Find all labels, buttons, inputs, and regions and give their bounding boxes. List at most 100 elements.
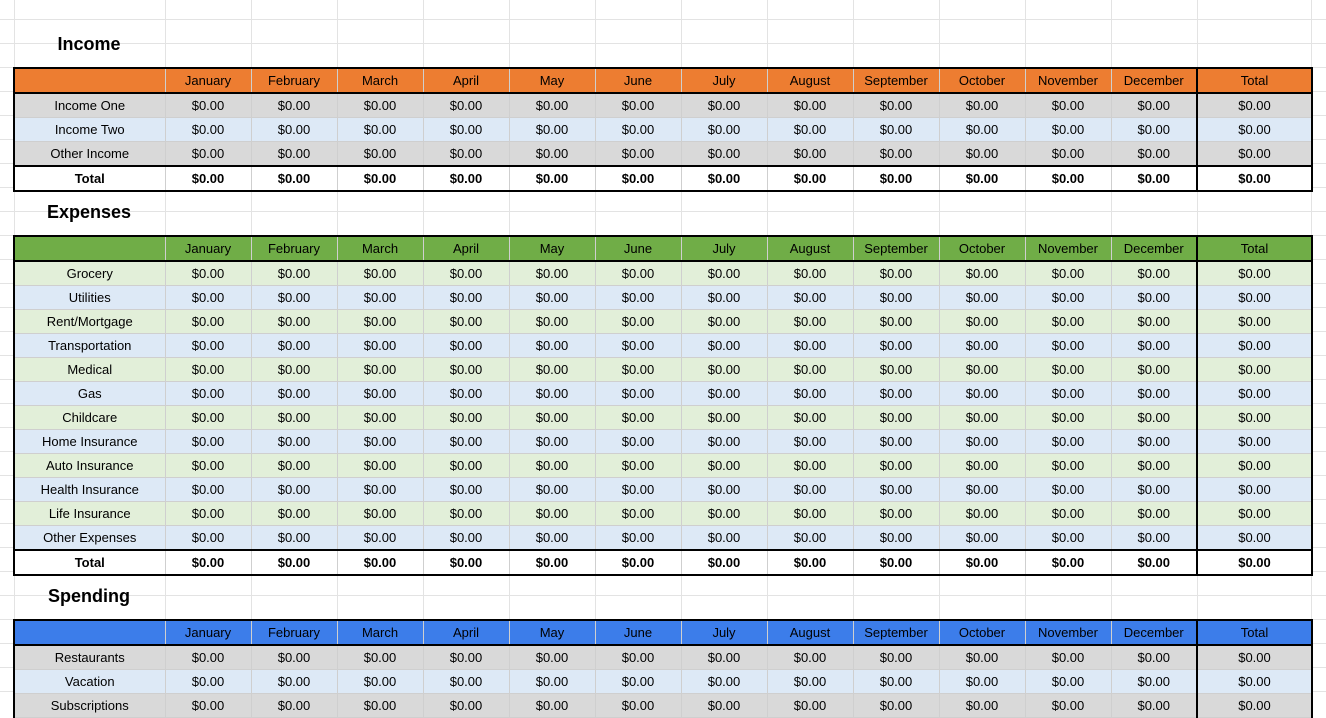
value-cell[interactable]: $0.00 <box>680 525 768 551</box>
value-cell[interactable]: $0.00 <box>250 141 338 167</box>
value-cell[interactable]: $0.00 <box>680 309 768 334</box>
row-total-cell[interactable]: $0.00 <box>1196 501 1313 526</box>
value-cell[interactable]: $0.00 <box>938 309 1026 334</box>
value-cell[interactable]: $0.00 <box>938 141 1026 167</box>
value-cell[interactable]: $0.00 <box>852 92 940 118</box>
value-cell[interactable]: $0.00 <box>1110 117 1198 142</box>
value-cell[interactable]: $0.00 <box>422 381 510 406</box>
header-month-december[interactable]: December <box>1110 235 1198 262</box>
row-total-cell[interactable]: $0.00 <box>1196 92 1313 118</box>
value-cell[interactable]: $0.00 <box>164 92 252 118</box>
row-total-cell[interactable]: $0.00 <box>1196 477 1313 502</box>
value-cell[interactable]: $0.00 <box>594 501 682 526</box>
value-cell[interactable]: $0.00 <box>1024 453 1112 478</box>
value-cell[interactable]: $0.00 <box>1024 693 1112 718</box>
value-cell[interactable]: $0.00 <box>938 477 1026 502</box>
value-cell[interactable]: $0.00 <box>938 92 1026 118</box>
value-cell[interactable]: $0.00 <box>938 405 1026 430</box>
grand-total-cell[interactable]: $0.00 <box>1196 165 1313 192</box>
value-cell[interactable]: $0.00 <box>164 333 252 358</box>
value-cell[interactable]: $0.00 <box>938 357 1026 382</box>
value-cell[interactable]: $0.00 <box>594 453 682 478</box>
value-cell[interactable]: $0.00 <box>766 429 854 454</box>
header-month-february[interactable]: February <box>250 67 338 94</box>
value-cell[interactable]: $0.00 <box>938 117 1026 142</box>
total-value-cell[interactable]: $0.00 <box>938 549 1026 576</box>
value-cell[interactable]: $0.00 <box>594 117 682 142</box>
value-cell[interactable]: $0.00 <box>852 260 940 286</box>
total-value-cell[interactable]: $0.00 <box>164 549 252 576</box>
value-cell[interactable]: $0.00 <box>422 501 510 526</box>
header-month-november[interactable]: November <box>1024 235 1112 262</box>
value-cell[interactable]: $0.00 <box>422 117 510 142</box>
header-month-march[interactable]: March <box>336 67 424 94</box>
header-month-may[interactable]: May <box>508 235 596 262</box>
value-cell[interactable]: $0.00 <box>594 669 682 694</box>
value-cell[interactable]: $0.00 <box>422 525 510 551</box>
row-total-cell[interactable]: $0.00 <box>1196 429 1313 454</box>
row-label-cell[interactable]: Childcare <box>13 405 166 430</box>
value-cell[interactable]: $0.00 <box>1024 260 1112 286</box>
total-value-cell[interactable]: $0.00 <box>336 165 424 192</box>
value-cell[interactable]: $0.00 <box>164 357 252 382</box>
value-cell[interactable]: $0.00 <box>508 525 596 551</box>
value-cell[interactable]: $0.00 <box>1110 525 1198 551</box>
value-cell[interactable]: $0.00 <box>766 453 854 478</box>
value-cell[interactable]: $0.00 <box>250 669 338 694</box>
value-cell[interactable]: $0.00 <box>852 477 940 502</box>
value-cell[interactable]: $0.00 <box>1110 285 1198 310</box>
value-cell[interactable]: $0.00 <box>1110 669 1198 694</box>
header-month-february[interactable]: February <box>250 619 338 646</box>
value-cell[interactable]: $0.00 <box>766 117 854 142</box>
total-value-cell[interactable]: $0.00 <box>508 549 596 576</box>
value-cell[interactable]: $0.00 <box>852 405 940 430</box>
row-total-cell[interactable]: $0.00 <box>1196 333 1313 358</box>
value-cell[interactable]: $0.00 <box>250 429 338 454</box>
value-cell[interactable]: $0.00 <box>680 381 768 406</box>
value-cell[interactable]: $0.00 <box>164 141 252 167</box>
value-cell[interactable]: $0.00 <box>422 141 510 167</box>
value-cell[interactable]: $0.00 <box>422 357 510 382</box>
value-cell[interactable]: $0.00 <box>508 477 596 502</box>
header-month-october[interactable]: October <box>938 619 1026 646</box>
value-cell[interactable]: $0.00 <box>250 693 338 718</box>
value-cell[interactable]: $0.00 <box>508 453 596 478</box>
header-month-april[interactable]: April <box>422 619 510 646</box>
header-month-july[interactable]: July <box>680 235 768 262</box>
value-cell[interactable]: $0.00 <box>766 381 854 406</box>
value-cell[interactable]: $0.00 <box>594 429 682 454</box>
value-cell[interactable]: $0.00 <box>938 333 1026 358</box>
value-cell[interactable]: $0.00 <box>164 477 252 502</box>
value-cell[interactable]: $0.00 <box>508 357 596 382</box>
value-cell[interactable]: $0.00 <box>336 453 424 478</box>
row-total-cell[interactable]: $0.00 <box>1196 260 1313 286</box>
value-cell[interactable]: $0.00 <box>1024 92 1112 118</box>
total-value-cell[interactable]: $0.00 <box>766 549 854 576</box>
row-total-cell[interactable]: $0.00 <box>1196 405 1313 430</box>
row-total-cell[interactable]: $0.00 <box>1196 453 1313 478</box>
value-cell[interactable]: $0.00 <box>336 285 424 310</box>
value-cell[interactable]: $0.00 <box>680 501 768 526</box>
header-month-june[interactable]: June <box>594 619 682 646</box>
value-cell[interactable]: $0.00 <box>250 477 338 502</box>
total-value-cell[interactable]: $0.00 <box>1110 165 1198 192</box>
value-cell[interactable]: $0.00 <box>1110 381 1198 406</box>
value-cell[interactable]: $0.00 <box>422 309 510 334</box>
row-total-cell[interactable]: $0.00 <box>1196 693 1313 718</box>
value-cell[interactable]: $0.00 <box>1110 693 1198 718</box>
value-cell[interactable]: $0.00 <box>594 693 682 718</box>
value-cell[interactable]: $0.00 <box>1110 405 1198 430</box>
row-label-cell[interactable]: Subscriptions <box>13 693 166 718</box>
value-cell[interactable]: $0.00 <box>336 117 424 142</box>
header-blank-cell[interactable] <box>13 235 166 262</box>
value-cell[interactable]: $0.00 <box>422 405 510 430</box>
value-cell[interactable]: $0.00 <box>766 477 854 502</box>
value-cell[interactable]: $0.00 <box>938 525 1026 551</box>
header-month-september[interactable]: September <box>852 235 940 262</box>
header-month-april[interactable]: April <box>422 67 510 94</box>
value-cell[interactable]: $0.00 <box>336 501 424 526</box>
value-cell[interactable]: $0.00 <box>250 309 338 334</box>
value-cell[interactable]: $0.00 <box>336 92 424 118</box>
row-label-cell[interactable]: Medical <box>13 357 166 382</box>
value-cell[interactable]: $0.00 <box>250 501 338 526</box>
